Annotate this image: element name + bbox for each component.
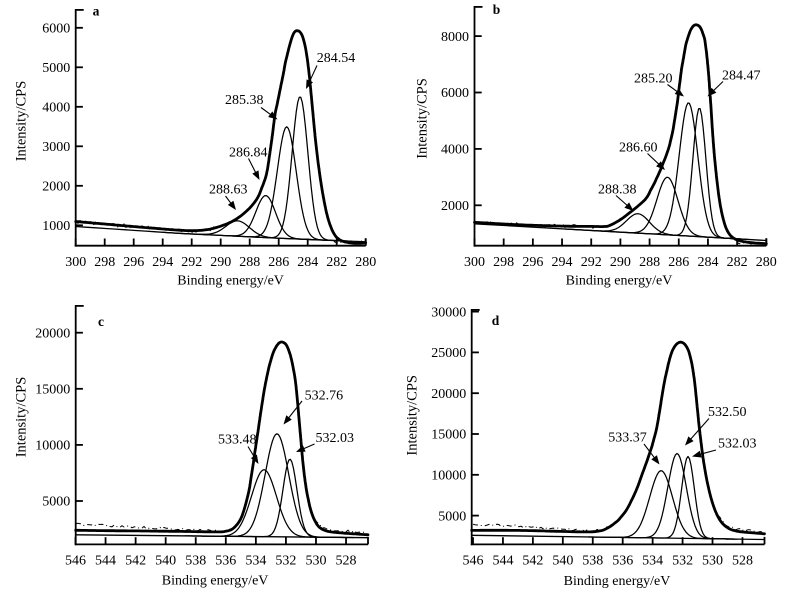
svg-text:532.03: 532.03 — [316, 431, 355, 446]
svg-text:528: 528 — [732, 554, 753, 569]
svg-text:282: 282 — [326, 255, 347, 270]
svg-text:286.84: 286.84 — [229, 146, 268, 161]
svg-text:288: 288 — [239, 255, 260, 270]
svg-text:8000: 8000 — [441, 30, 469, 45]
svg-text:530: 530 — [702, 554, 723, 569]
svg-text:d: d — [492, 313, 500, 328]
svg-text:6000: 6000 — [42, 22, 70, 37]
svg-text:284: 284 — [297, 255, 318, 270]
svg-text:534: 534 — [642, 554, 663, 569]
svg-text:532: 532 — [672, 554, 693, 569]
svg-text:280: 280 — [355, 255, 376, 270]
svg-text:15000: 15000 — [431, 428, 466, 443]
svg-text:542: 542 — [522, 554, 543, 569]
svg-text:536: 536 — [612, 554, 633, 569]
svg-text:536: 536 — [215, 554, 236, 569]
svg-text:5000: 5000 — [42, 61, 70, 76]
svg-text:530: 530 — [305, 554, 326, 569]
svg-text:284.47: 284.47 — [722, 69, 761, 84]
svg-text:15000: 15000 — [35, 383, 70, 398]
svg-text:Intensity/CPS: Intensity/CPS — [14, 81, 30, 162]
svg-text:538: 538 — [582, 554, 603, 569]
svg-text:286.60: 286.60 — [619, 141, 658, 156]
svg-text:292: 292 — [181, 255, 202, 270]
svg-text:290: 290 — [610, 255, 631, 270]
svg-text:Binding energy/eV: Binding energy/eV — [564, 574, 671, 589]
svg-text:10000: 10000 — [35, 439, 70, 454]
svg-text:Intensity/CPS: Intensity/CPS — [405, 375, 421, 456]
svg-text:533.48: 533.48 — [218, 433, 257, 448]
svg-text:284.54: 284.54 — [317, 51, 356, 66]
svg-text:Binding energy/eV: Binding energy/eV — [177, 273, 284, 288]
svg-text:542: 542 — [125, 554, 146, 569]
svg-text:544: 544 — [95, 554, 116, 569]
svg-text:Intensity/CPS: Intensity/CPS — [14, 377, 30, 458]
svg-text:532.50: 532.50 — [708, 405, 747, 420]
svg-text:286: 286 — [668, 255, 689, 270]
svg-text:5000: 5000 — [438, 509, 466, 524]
svg-text:528: 528 — [336, 554, 357, 569]
svg-text:2000: 2000 — [42, 180, 70, 195]
svg-text:294: 294 — [552, 255, 573, 270]
svg-text:300: 300 — [464, 255, 485, 270]
svg-text:540: 540 — [552, 554, 573, 569]
svg-text:288.63: 288.63 — [209, 183, 248, 198]
svg-text:546: 546 — [65, 554, 86, 569]
svg-text:25000: 25000 — [431, 346, 466, 361]
svg-text:298: 298 — [94, 255, 115, 270]
svg-text:5000: 5000 — [42, 495, 70, 510]
svg-text:298: 298 — [493, 255, 514, 270]
svg-text:300: 300 — [65, 255, 86, 270]
svg-text:544: 544 — [492, 554, 513, 569]
svg-text:1000: 1000 — [42, 219, 70, 234]
svg-text:282: 282 — [727, 255, 748, 270]
svg-text:285.20: 285.20 — [634, 72, 673, 87]
svg-text:c: c — [98, 314, 104, 329]
svg-text:532.76: 532.76 — [305, 388, 344, 403]
svg-text:a: a — [93, 4, 100, 19]
svg-text:Intensity/CPS: Intensity/CPS — [415, 78, 431, 159]
svg-text:296: 296 — [123, 255, 144, 270]
svg-text:532: 532 — [275, 554, 296, 569]
svg-text:30000: 30000 — [431, 305, 466, 320]
svg-text:294: 294 — [152, 255, 173, 270]
svg-text:290: 290 — [210, 255, 231, 270]
svg-text:538: 538 — [185, 554, 206, 569]
svg-text:4000: 4000 — [42, 101, 70, 116]
svg-text:534: 534 — [245, 554, 266, 569]
svg-text:10000: 10000 — [431, 469, 466, 484]
svg-text:4000: 4000 — [441, 143, 469, 158]
svg-text:296: 296 — [522, 255, 543, 270]
svg-text:20000: 20000 — [431, 387, 466, 402]
svg-text:288: 288 — [639, 255, 660, 270]
svg-text:285.38: 285.38 — [225, 93, 264, 108]
svg-text:288.38: 288.38 — [598, 183, 637, 198]
svg-text:Binding energy/eV: Binding energy/eV — [162, 574, 269, 589]
svg-text:Binding energy/eV: Binding energy/eV — [566, 273, 673, 288]
svg-text:280: 280 — [756, 255, 777, 270]
svg-text:2000: 2000 — [441, 199, 469, 214]
svg-text:284: 284 — [697, 255, 718, 270]
svg-text:532.03: 532.03 — [718, 437, 757, 452]
svg-text:b: b — [493, 2, 501, 17]
svg-text:540: 540 — [155, 554, 176, 569]
svg-text:292: 292 — [581, 255, 602, 270]
svg-text:20000: 20000 — [35, 326, 70, 341]
svg-text:6000: 6000 — [441, 86, 469, 101]
svg-text:3000: 3000 — [42, 140, 70, 155]
svg-text:286: 286 — [268, 255, 289, 270]
svg-text:546: 546 — [463, 554, 484, 569]
svg-text:533.37: 533.37 — [608, 431, 647, 446]
